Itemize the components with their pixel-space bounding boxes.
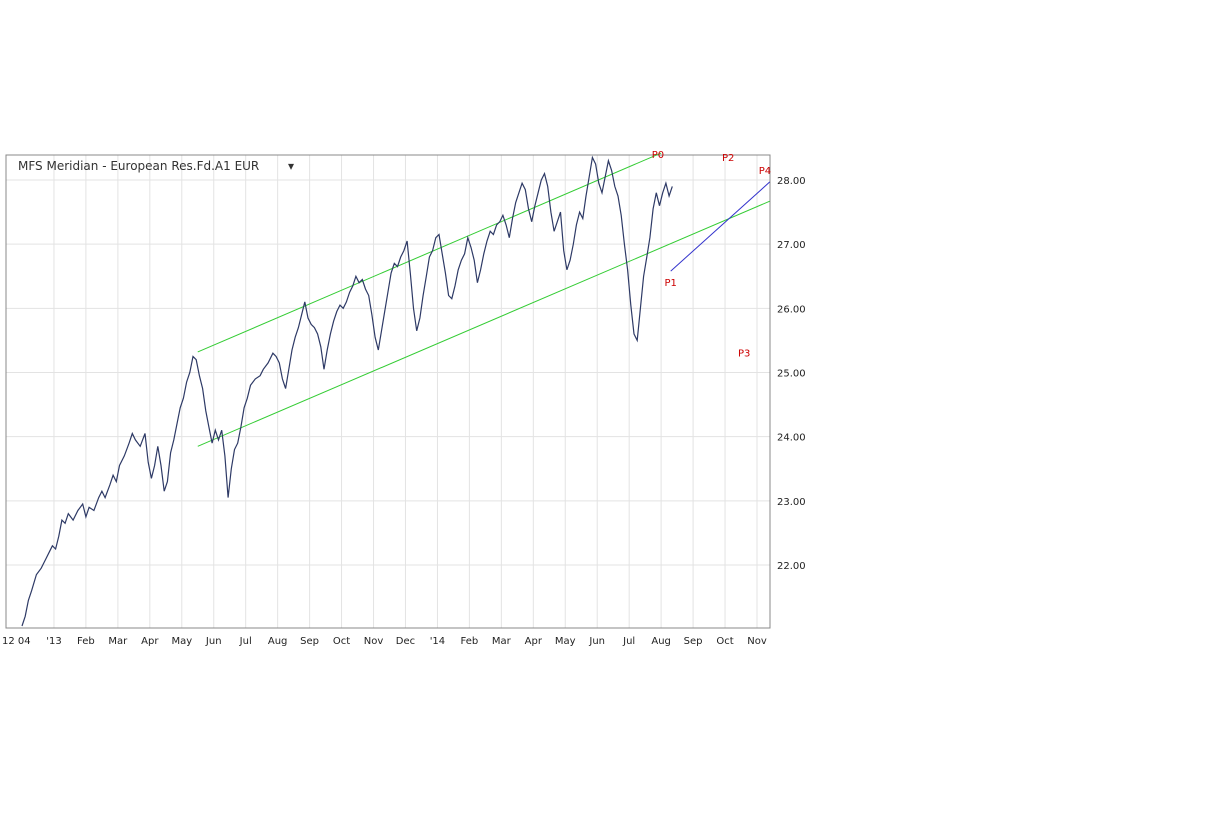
x-tick-label: Feb [461, 636, 479, 647]
y-tick-label: 28.00 [777, 176, 806, 187]
x-tick-label: Mar [108, 636, 128, 647]
grid-layer [6, 155, 770, 628]
x-tick-label: Feb [77, 636, 95, 647]
point-label-p4[interactable]: P4 [759, 166, 771, 177]
point-label-p1[interactable]: P1 [665, 278, 677, 289]
x-tick-label: Mar [492, 636, 512, 647]
y-axis: 22.00 23.00 24.00 25.00 26.00 27.00 28.00 [777, 176, 806, 572]
x-tick-label: Oct [716, 636, 733, 647]
y-tick-label: 27.00 [777, 240, 806, 251]
trend-line[interactable] [670, 181, 771, 272]
lower-channel-line[interactable] [197, 200, 770, 447]
point-label-p0[interactable]: P0 [652, 150, 664, 161]
point-label-p2[interactable]: P2 [722, 153, 734, 164]
x-tick-label: Jun [588, 636, 605, 647]
chart-title[interactable]: MFS Meridian - European Res.Fd.A1 EUR [18, 159, 259, 173]
x-tick-label: Aug [268, 636, 288, 647]
x-tick-label: 12 04 [2, 636, 31, 647]
x-axis: 12 04 '13 Feb Mar Apr May Jun Jul Aug Sep Oct Nov De… [2, 636, 767, 647]
plot-frame [5, 154, 771, 629]
x-tick-label: Apr [141, 636, 159, 647]
x-tick-label: Nov [364, 636, 384, 647]
x-tick-label: Sep [684, 636, 703, 647]
annotation-layer [197, 152, 771, 447]
point-label-p3[interactable]: P3 [738, 349, 750, 360]
x-tick-label: May [555, 636, 576, 647]
point-labels[interactable]: P0 P1 P2 P3 P4 [652, 150, 771, 360]
x-tick-label: '14 [430, 636, 445, 647]
price-series-line [21, 155, 673, 627]
x-tick-label: Jul [622, 636, 635, 647]
chevron-down-icon[interactable]: ▾ [288, 159, 294, 173]
x-tick-label: Jul [239, 636, 252, 647]
x-tick-label: Oct [333, 636, 350, 647]
x-tick-label: Dec [396, 636, 415, 647]
y-tick-label: 22.00 [777, 561, 806, 572]
y-tick-label: 26.00 [777, 304, 806, 315]
x-tick-label: '13 [46, 636, 61, 647]
y-tick-label: 24.00 [777, 433, 806, 444]
x-tick-label: Aug [651, 636, 671, 647]
x-tick-label: Sep [300, 636, 319, 647]
y-tick-label: 25.00 [777, 369, 806, 380]
x-tick-label: May [171, 636, 192, 647]
upper-channel-line[interactable] [197, 152, 662, 353]
x-tick-label: Jun [205, 636, 222, 647]
x-tick-label: Nov [747, 636, 767, 647]
x-tick-label: Apr [525, 636, 543, 647]
y-tick-label: 23.00 [777, 497, 806, 508]
